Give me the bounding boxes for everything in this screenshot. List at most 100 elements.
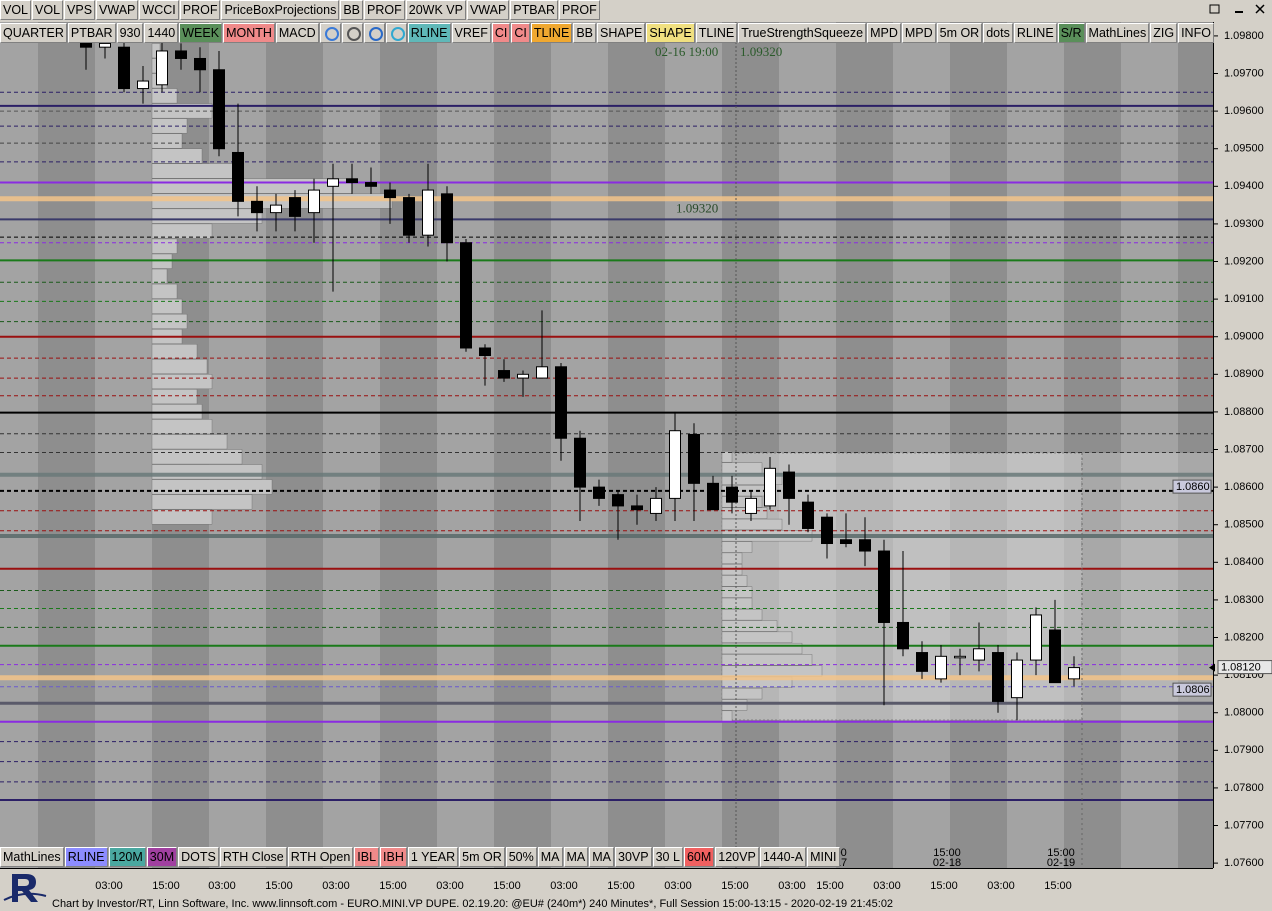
toolbar-button[interactable]: TLINE [530,23,573,43]
toolbar-button[interactable]: VOL [0,0,32,20]
toolbar-button[interactable]: INFO [1178,23,1214,43]
toolbar-button[interactable]: 1440-A [759,847,807,867]
toolbar-button[interactable]: 930 [116,23,144,43]
toolbar-button[interactable]: BB [573,23,596,43]
y-tick-label: 1.08000 [1224,707,1264,719]
candle-body [574,437,586,488]
toolbar-button[interactable]: MathLines [0,847,64,867]
toolbar-icon[interactable] [385,23,407,43]
profile-bar [721,710,733,722]
y-tick-label: 1.09400 [1224,180,1264,192]
toolbar-button[interactable]: PROF [558,0,600,20]
toolbar-icon[interactable] [319,23,341,43]
profile-bar [721,620,778,632]
toolbar-button[interactable]: VWAP [466,0,510,20]
y-tick-label: 1.09300 [1224,218,1264,230]
y-tick-label: 1.08900 [1224,368,1264,380]
toolbar-button[interactable]: RLINE [64,847,108,867]
profile-bar [151,359,208,375]
toolbar-button[interactable]: ZIG [1150,23,1178,43]
toolbar-button[interactable]: 120VP [715,847,759,867]
toolbar-icon[interactable] [341,23,363,43]
toolbar-button[interactable]: QUARTER [0,23,67,43]
toolbar-button[interactable]: 30M [146,847,178,867]
toolbar-button[interactable]: TrueStrengthSqueeze [738,23,867,43]
profile-bar [721,518,783,531]
toolbar-button[interactable]: RTH Open [287,847,354,867]
candle-body [251,200,263,214]
y-tick-label: 1.08500 [1224,519,1264,531]
close-button[interactable] [1255,4,1265,14]
cursor-price: 1.09320 [740,44,782,59]
toolbar-chart: QUARTER PTBAR 930 1440 WEEK MONTH MACD RLINE VRE… [0,23,1214,43]
toolbar-button[interactable]: SHAPE [597,23,646,43]
toolbar-button[interactable]: MINI [807,847,840,867]
toolbar-button[interactable]: IBH [380,847,407,867]
toolbar-button[interactable]: MPD [867,23,901,43]
toolbar-button[interactable]: MathLines [1085,23,1150,43]
toolbar-button[interactable]: DOTS [178,847,219,867]
toolbar-button[interactable]: SHAPE [646,23,695,43]
toolbar-button[interactable]: RLINE [407,23,451,43]
toolbar-button[interactable]: 1 YEAR [407,847,459,867]
toolbar-button[interactable]: WCCI [139,0,179,20]
toolbar-button[interactable]: VOL [32,0,64,20]
toolbar-button[interactable]: PROF [179,0,221,20]
window-controls [1209,4,1265,14]
toolbar-button[interactable]: 20WK VP [405,0,466,20]
toolbar-button[interactable]: dots [983,23,1013,43]
profile-bar [721,688,763,700]
profile-bar [721,642,803,655]
toolbar-button[interactable]: MA [563,847,589,867]
x-tick-label: 03:00 [208,880,236,892]
toolbar-button[interactable]: 60M [683,847,715,867]
axis-background [1213,0,1272,868]
toolbar-button[interactable]: PTBAR [67,23,116,43]
toolbar-button[interactable]: TLINE [695,23,738,43]
restore-button[interactable] [1209,4,1220,14]
toolbar-button[interactable]: RLINE [1013,23,1057,43]
toolbar-button[interactable]: 30 L [652,847,683,867]
toolbar-button[interactable]: S/R [1057,23,1085,43]
toolbar-button[interactable]: CI [511,23,530,43]
profile-bar [151,449,243,465]
toolbar-button[interactable]: RTH Close [219,847,287,867]
toolbar-button[interactable]: 1440 [144,23,179,43]
candle-body [289,197,301,217]
toolbar-button[interactable]: 5m OR [459,847,505,867]
toolbar-button[interactable]: 50% [505,847,537,867]
toolbar-button[interactable]: VREF [451,23,491,43]
profile-bar [151,268,168,284]
y-tick-label: 1.08700 [1224,443,1264,455]
candle-body [783,471,795,499]
toolbar-icon[interactable] [363,23,385,43]
toolbar-button[interactable]: VWAP [96,0,139,20]
candle-body [517,373,529,379]
toolbar-button[interactable]: VPS [64,0,96,20]
profile-bar [151,374,213,390]
toolbar-button[interactable]: PriceBoxProjections [221,0,340,20]
toolbar-button[interactable]: 5m OR [936,23,983,43]
price-tag [1172,682,1212,697]
toolbar-button[interactable]: CI [491,23,511,43]
y-tick-label: 1.09500 [1224,143,1264,155]
profile-bar [721,654,813,666]
candle-body [137,80,149,90]
toolbar-button[interactable]: PTBAR [510,0,558,20]
toolbar-button[interactable]: BB [340,0,364,20]
toolbar-button[interactable]: 120M [108,847,146,867]
candle-body [232,151,244,202]
toolbar-button[interactable]: IBL [354,847,380,867]
toolbar-button[interactable]: MONTH [223,23,275,43]
candle-body [422,189,434,236]
toolbar-button[interactable]: MACD [275,23,319,43]
toolbar-button[interactable]: MA [589,847,615,867]
session-date: 02-18 [933,857,961,869]
toolbar-button[interactable]: WEEK [179,23,223,43]
toolbar-button[interactable]: PROF [364,0,405,20]
toolbar-button[interactable]: 30VP [615,847,652,867]
cursor-time: 02-16 19:00 [655,44,718,59]
profile-bar [721,699,748,711]
toolbar-button[interactable]: MA [537,847,563,867]
toolbar-button[interactable]: MPD [901,23,936,43]
